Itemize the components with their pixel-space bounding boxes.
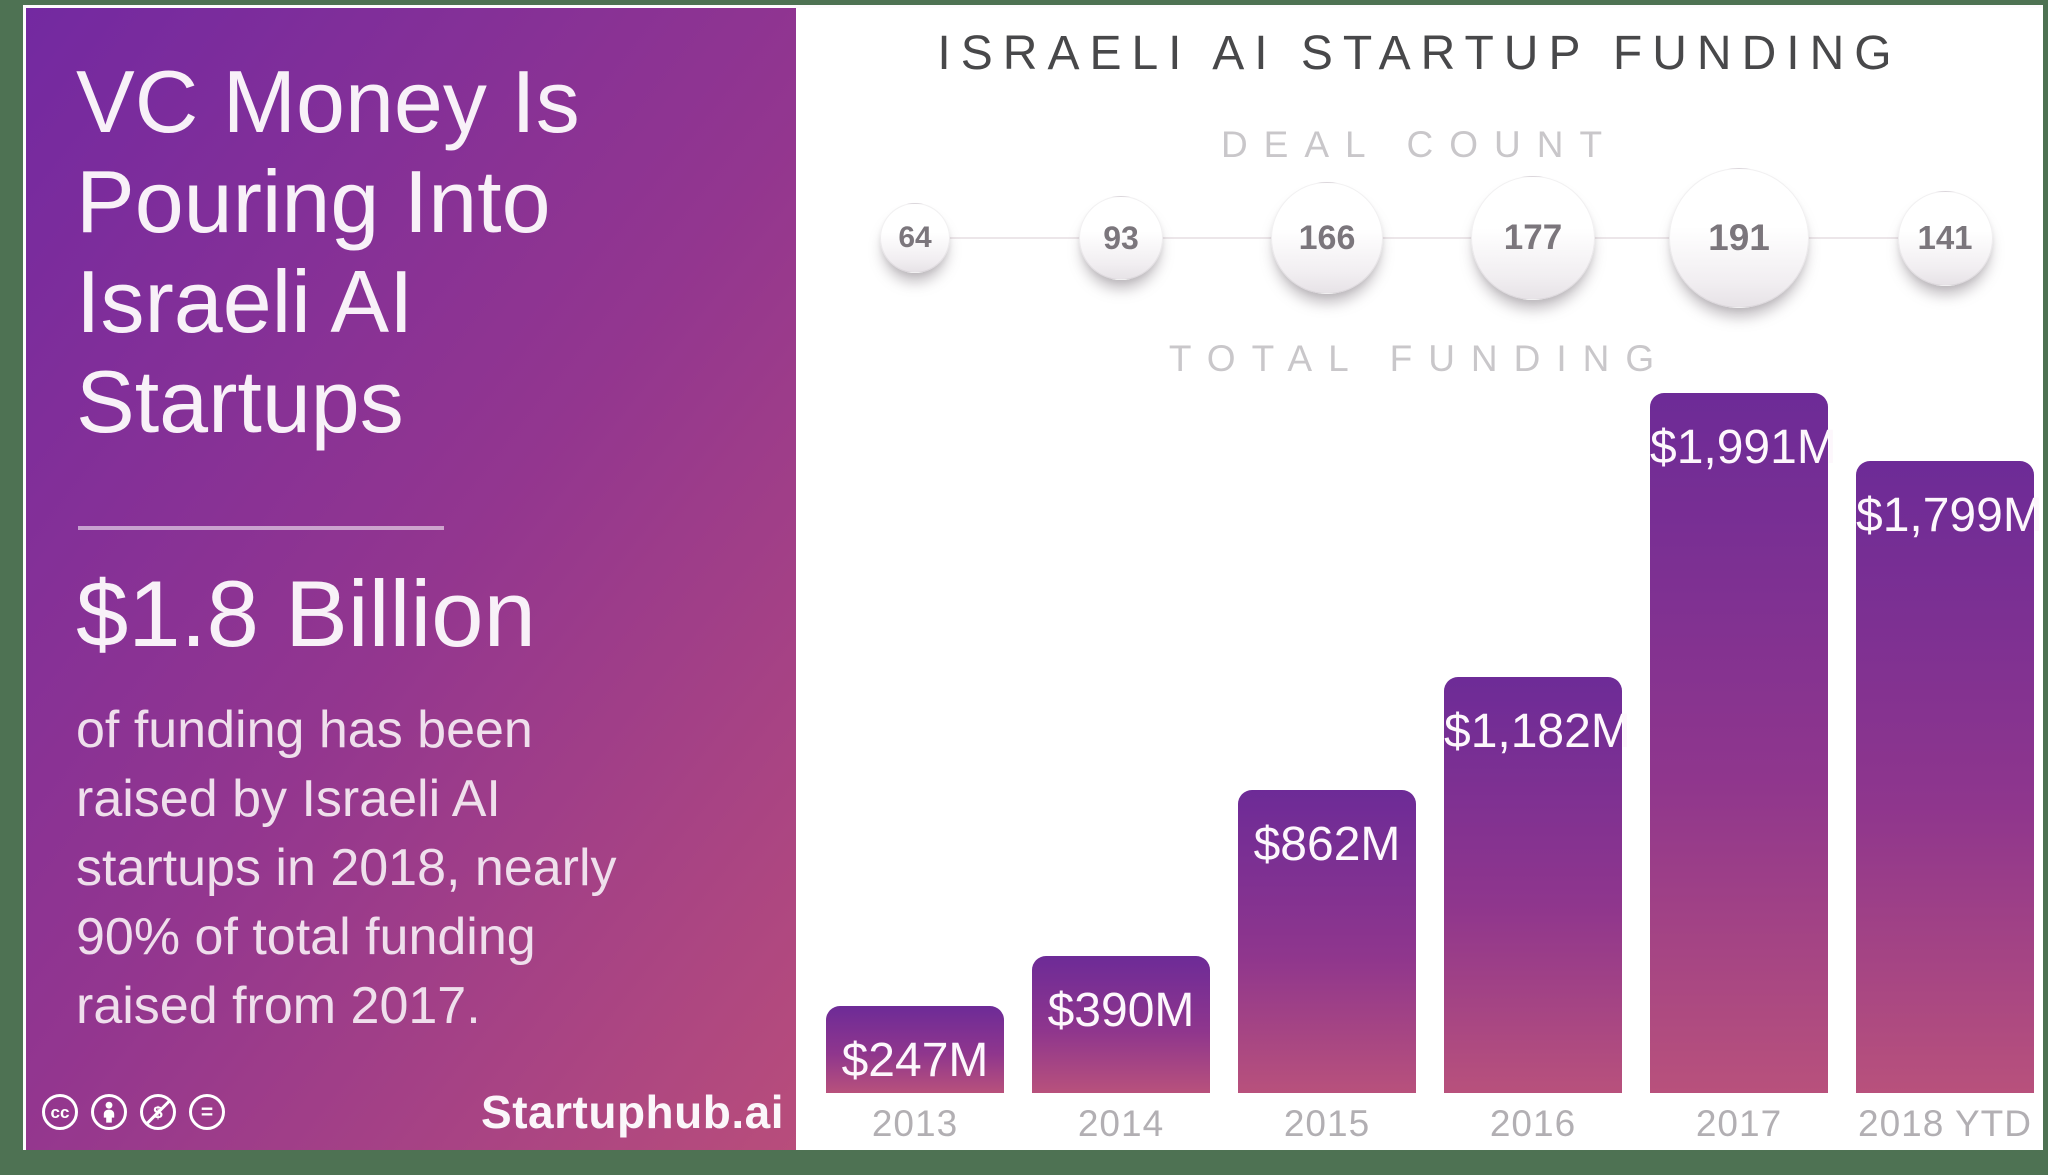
funding-bar: $1,799M (1856, 461, 2043, 1093)
deal-count-bubble: 93 (1079, 196, 1163, 280)
deal-count-bubble: 141 (1897, 190, 1993, 286)
cc-attribution-icon[interactable] (91, 1094, 127, 1130)
x-axis-year-label: 2018 YTD (1858, 1103, 2032, 1144)
creative-commons-badges[interactable]: cc $ = (42, 1094, 225, 1130)
funding-bar: $1,182M (1444, 677, 1631, 1093)
deal-count-bubble: 177 (1471, 176, 1595, 300)
funding-bar-value: $862M (1253, 818, 1401, 871)
funding-bar: $390M (1032, 956, 1210, 1093)
deal-count-connector-line (915, 237, 1945, 239)
headline-amount: $1.8 Billion (76, 561, 536, 666)
x-axis-year-label: 2013 (871, 1103, 959, 1144)
deal-count-label: DEAL COUNT (1220, 124, 1619, 165)
brand-logo[interactable]: Startuphub.ai (481, 1086, 784, 1138)
x-axis-year-label: 2015 (1283, 1103, 1371, 1144)
infographic-card: VC Money Is Pouring Into Israeli AI Star… (23, 5, 2043, 1150)
cc-noderivatives-icon[interactable]: = (189, 1094, 225, 1130)
deal-count-bubble: 166 (1271, 182, 1383, 294)
description-text: of funding has been raised by Israeli AI… (76, 701, 617, 1035)
chart-title: ISRAELI AI STARTUP FUNDING (937, 27, 1902, 80)
page-title: VC Money Is Pouring Into Israeli AI Star… (76, 52, 580, 451)
deal-count-bubble: 191 (1669, 168, 1809, 308)
deal-count-bubble: 64 (880, 203, 950, 273)
cc-noncommercial-icon[interactable]: $ (140, 1094, 176, 1130)
x-axis-year-label: 2016 (1489, 1103, 1577, 1144)
funding-bar: $1,991M (1650, 393, 1837, 1093)
cc-icon[interactable]: cc (42, 1094, 78, 1130)
x-axis-year-label: 2014 (1077, 1103, 1165, 1144)
chart-panel: ISRAELI AI STARTUP FUNDING DEAL COUNT TO… (796, 8, 2043, 1150)
divider-line (78, 526, 444, 530)
funding-bar: $862M (1238, 790, 1416, 1093)
left-panel: VC Money Is Pouring Into Israeli AI Star… (26, 8, 796, 1150)
funding-bar-value: $247M (841, 1034, 989, 1087)
funding-bar-value: $1,182M (1444, 705, 1631, 758)
funding-bar-value: $390M (1047, 984, 1195, 1037)
left-panel-footer: cc $ = Startu (42, 1086, 784, 1138)
funding-bar: $247M (826, 1006, 1004, 1093)
funding-bar-value: $1,991M (1650, 421, 1837, 474)
x-axis-year-label: 2017 (1695, 1103, 1783, 1144)
total-funding-label: TOTAL FUNDING (1168, 338, 1671, 379)
funding-bar-value: $1,799M (1856, 489, 2043, 542)
